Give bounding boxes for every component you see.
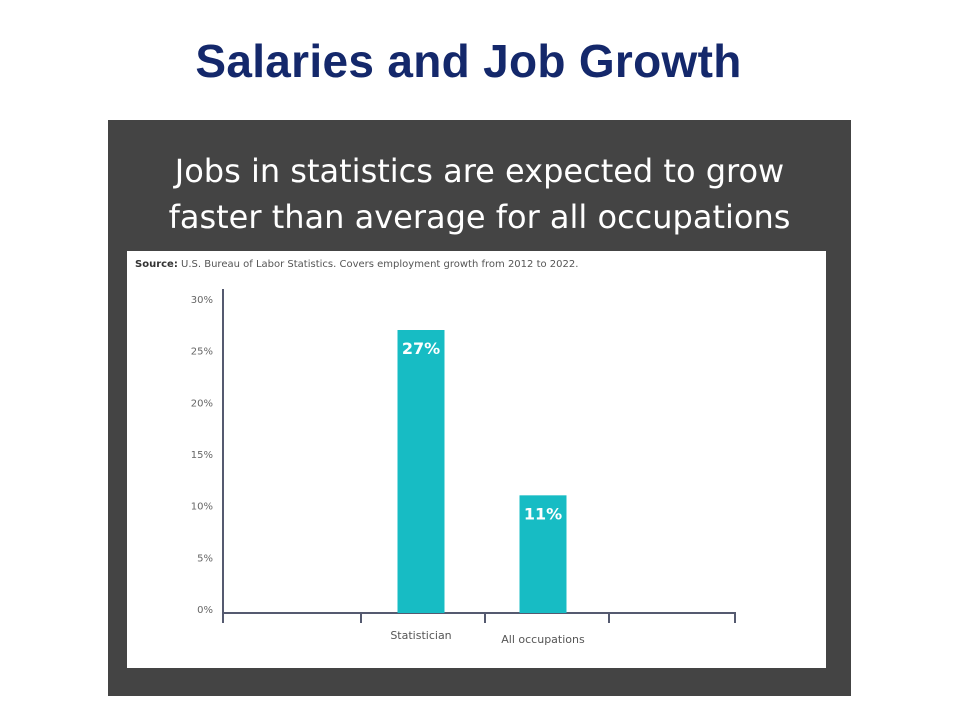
bar-value-label: 27% <box>402 339 440 358</box>
chart-panel: 0% 5% 10% 15% 20% 25% 30% 27% Statistician 11% All… <box>127 251 826 668</box>
y-tick-label: 10% <box>191 502 213 513</box>
y-tick-label: 0% <box>197 605 213 616</box>
infographic-headline: Jobs in statistics are expected to grow … <box>108 148 851 240</box>
headline-line-1: Jobs in statistics are expected to grow <box>174 152 785 190</box>
source-label: Source: <box>135 259 178 270</box>
source-text: U.S. Bureau of Labor Statistics. Covers … <box>181 259 579 270</box>
y-tick-label: 5% <box>197 553 213 564</box>
bar-1 <box>397 330 445 613</box>
y-tick-label: 20% <box>191 398 213 409</box>
x-category-label: Statistician <box>390 629 451 642</box>
y-tick-label: 30% <box>191 295 213 306</box>
bar-chart: 0% 5% 10% 15% 20% 25% 30% 27% Statistician 11% All… <box>191 289 736 646</box>
slide-title: Salaries and Job Growth <box>195 35 742 87</box>
bar-2 <box>519 495 567 613</box>
y-tick-label: 15% <box>191 450 213 461</box>
x-category-label: All occupations <box>501 633 585 646</box>
infographic: Jobs in statistics are expected to grow … <box>108 120 851 696</box>
headline-line-2: faster than average for all occupations <box>168 198 791 236</box>
source-note: Source: U.S. Bureau of Labor Statistics.… <box>135 259 578 270</box>
y-tick-label: 25% <box>191 347 213 358</box>
bar-value-label: 11% <box>524 504 562 523</box>
